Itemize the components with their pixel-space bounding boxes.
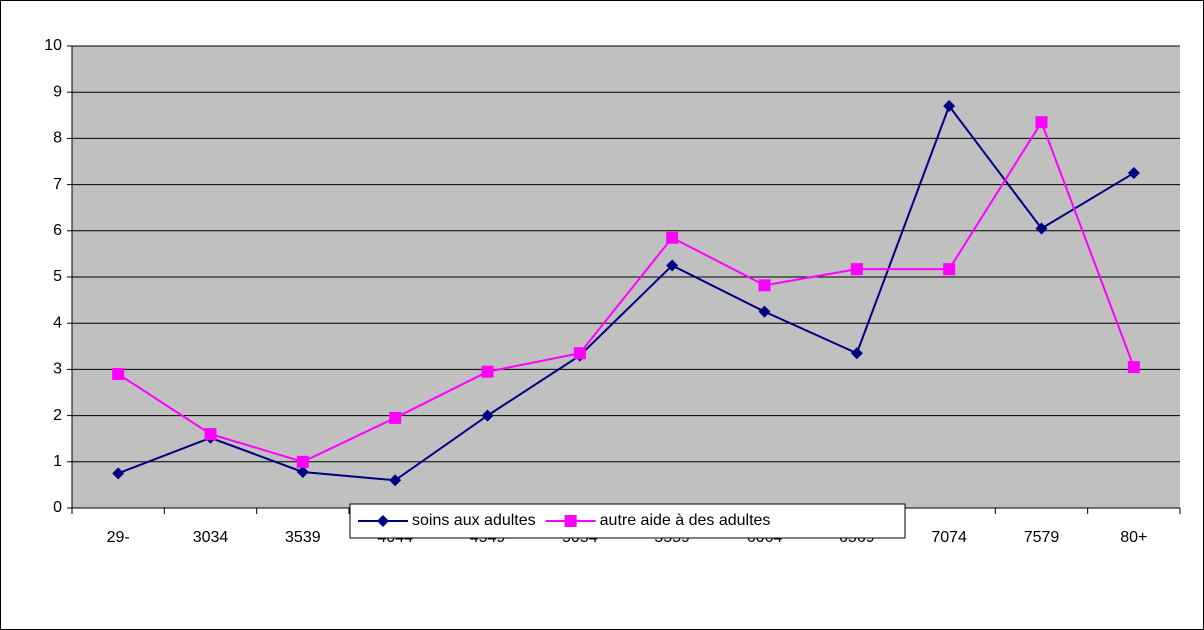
y-tick-label: 7 <box>53 176 62 193</box>
data-point <box>389 474 402 487</box>
y-tick-label: 10 <box>44 37 62 54</box>
data-point <box>943 100 956 113</box>
data-point <box>1127 167 1140 180</box>
data-point <box>204 428 217 441</box>
y-tick-label: 1 <box>53 453 62 470</box>
y-tick-label: 9 <box>53 83 62 100</box>
data-point <box>112 467 125 480</box>
legend-marker <box>564 515 577 527</box>
series-line <box>117 119 1135 463</box>
y-tick-label: 2 <box>53 407 62 424</box>
data-point <box>573 347 586 360</box>
legend-marker <box>377 515 389 527</box>
x-tick-label: 3539 <box>285 529 321 546</box>
y-tick-label: 0 <box>53 499 62 516</box>
data-point <box>112 368 125 381</box>
y-tick-label: 8 <box>53 130 62 147</box>
x-tick-label: 7579 <box>1024 529 1060 546</box>
data-point <box>481 365 494 378</box>
y-tick-label: 5 <box>53 268 62 285</box>
x-tick-label: 7074 <box>931 529 967 546</box>
y-tick-label: 3 <box>53 361 62 378</box>
data-point <box>389 411 402 424</box>
data-point <box>666 259 679 272</box>
legend-label: autre aide à des adultes <box>600 512 771 529</box>
series-line <box>117 104 1135 482</box>
data-point <box>1035 222 1048 235</box>
data-point <box>758 279 771 292</box>
data-point <box>296 465 309 478</box>
y-tick-label: 6 <box>53 222 62 239</box>
data-point <box>1035 116 1048 129</box>
legend-label: soins aux adultes <box>412 512 536 529</box>
data-point <box>850 347 863 360</box>
data-point <box>850 263 863 276</box>
legend-box <box>349 503 906 539</box>
data-point <box>1127 361 1140 374</box>
data-point <box>758 305 771 318</box>
data-point <box>666 231 679 244</box>
data-point <box>296 455 309 468</box>
x-tick-label: 3034 <box>193 529 229 546</box>
x-tick-label: 80+ <box>1120 529 1147 546</box>
data-point <box>943 263 956 276</box>
y-tick-label: 4 <box>53 314 62 331</box>
x-tick-label: 29- <box>107 529 130 546</box>
data-point <box>481 409 494 422</box>
